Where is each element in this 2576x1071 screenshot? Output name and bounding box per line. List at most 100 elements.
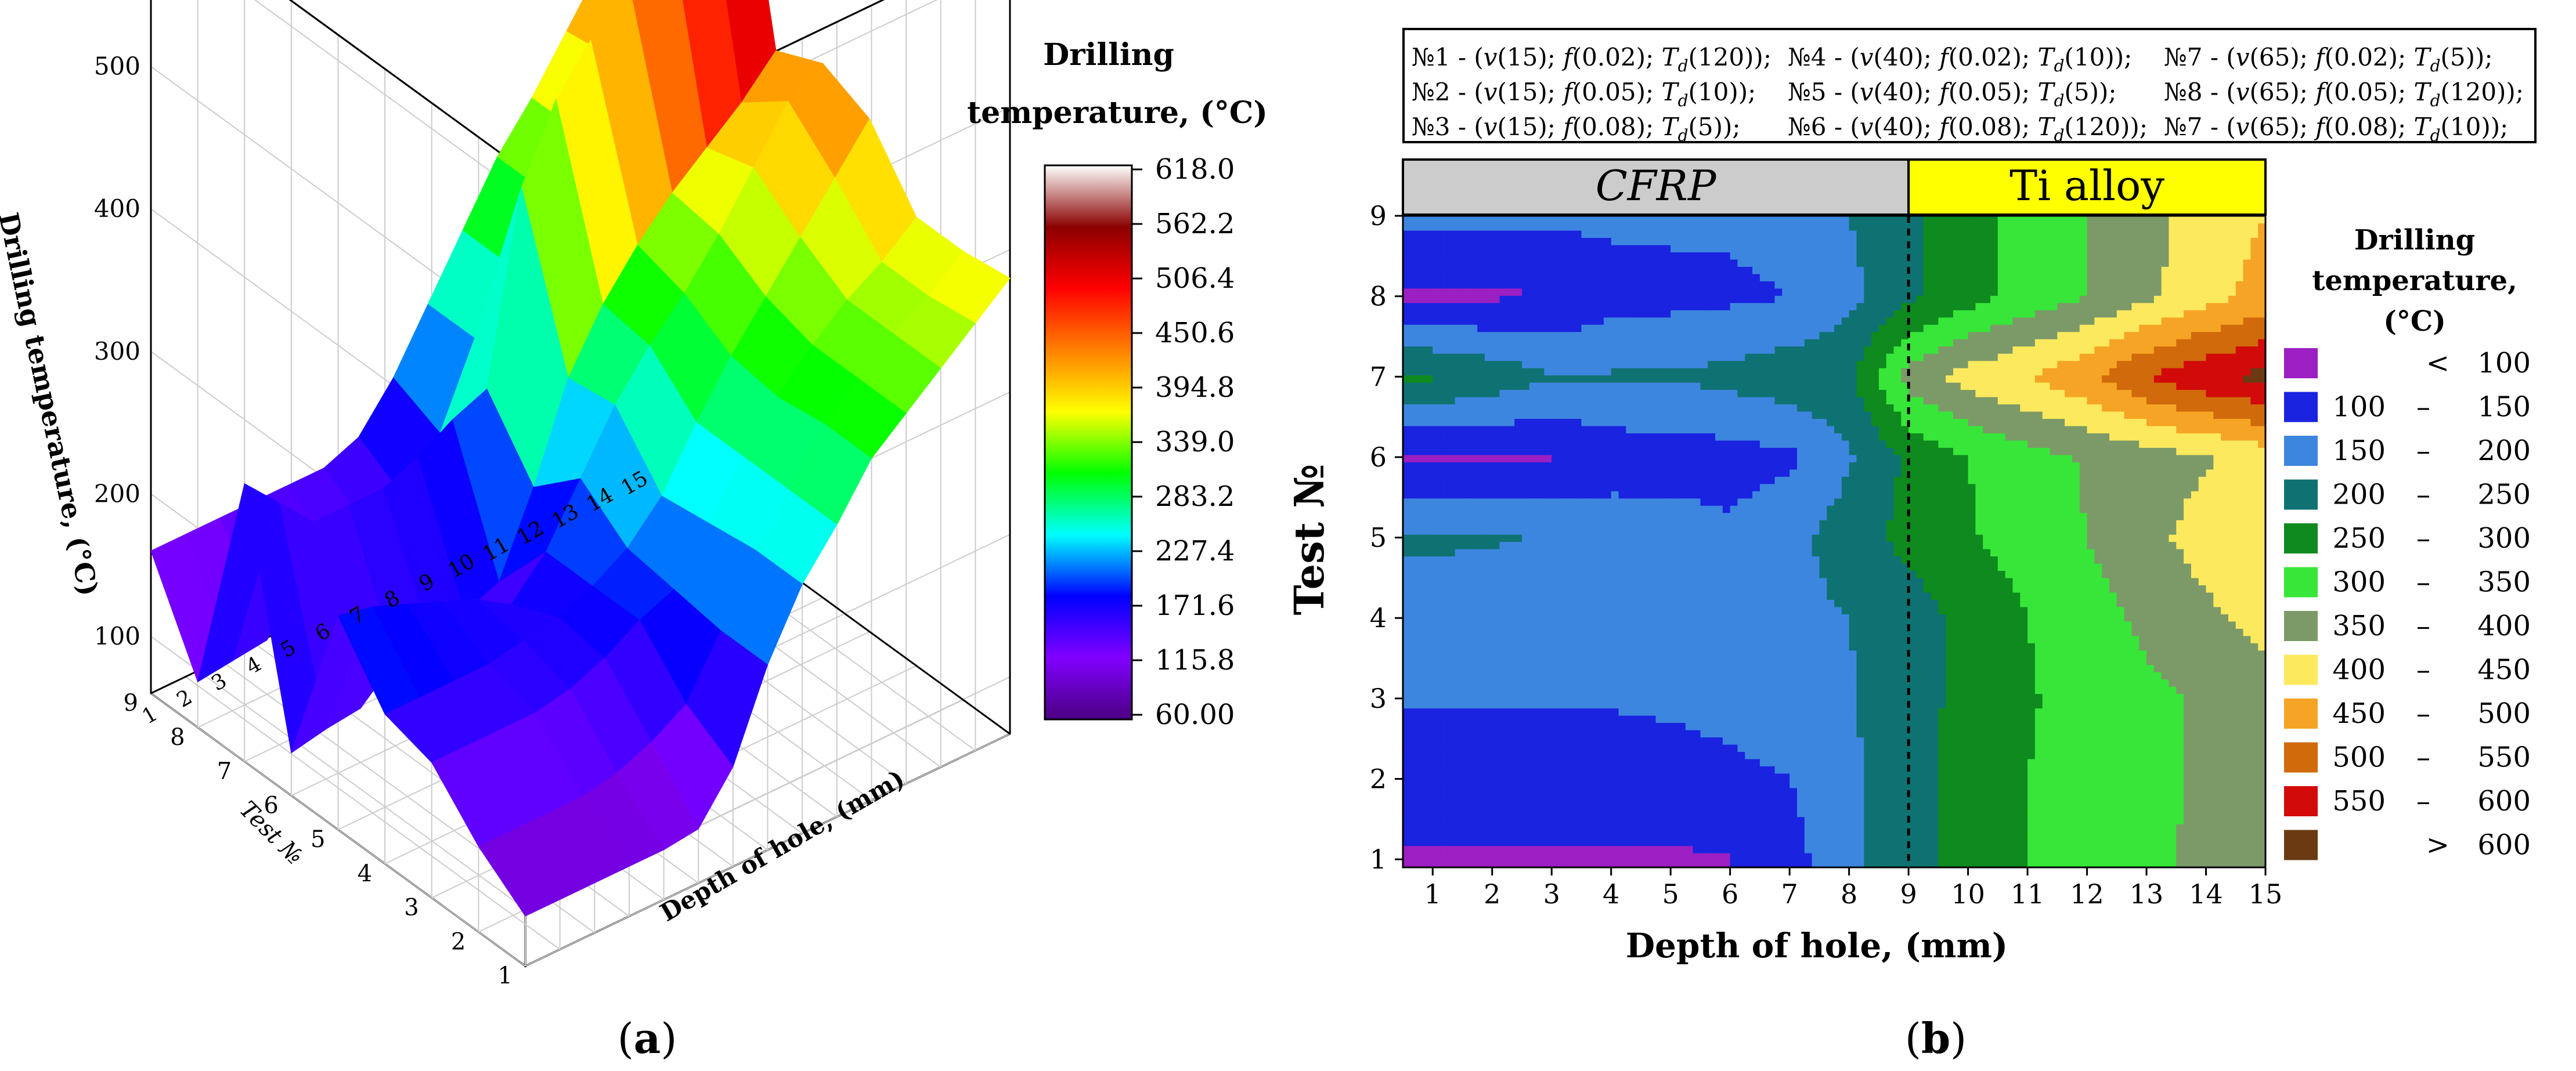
contour-cell (1759, 795, 1768, 803)
contour-cell (1640, 845, 1649, 853)
contour-cell (2191, 737, 2199, 745)
contour-cell (1700, 802, 1708, 810)
contour-cell (1529, 809, 1538, 817)
contour-cell (1730, 701, 1738, 709)
contour-cell (2020, 816, 2028, 824)
contour-cell (1759, 816, 1768, 824)
contour-cell (2087, 838, 2095, 846)
contour-cell (1433, 715, 1441, 723)
contour-cell (1700, 628, 1708, 636)
contour-cell (1492, 780, 1500, 788)
contour-cell (1715, 628, 1723, 636)
contour-cell (2198, 614, 2207, 622)
contour-cell (2034, 758, 2043, 766)
contour-cell (1640, 737, 1649, 745)
contour-cell (1737, 650, 1745, 658)
contour-cell (1596, 780, 1604, 788)
contour-cell (1440, 599, 1448, 607)
contour-cell (1886, 853, 1895, 861)
contour-cell (1633, 599, 1641, 607)
contour-cell (1953, 592, 1961, 600)
contour-cell (2191, 686, 2199, 694)
contour-cell (1878, 672, 1887, 680)
contour-cell (1559, 751, 1567, 759)
test-legend-part: T (2414, 43, 2432, 71)
contour-cell (2228, 773, 2236, 781)
test-legend-part: v (1484, 78, 1498, 106)
contour-cell (2079, 592, 2088, 600)
contour-cell (1403, 766, 1411, 774)
contour-cell (2213, 715, 2221, 723)
contour-cell (1849, 766, 1857, 774)
contour-cell (1923, 635, 1932, 643)
contour-cell (1774, 614, 1783, 622)
contour-cell (1938, 657, 1946, 665)
contour-cell (1603, 787, 1612, 795)
contour-cell (1790, 672, 1798, 680)
contour-cell (2034, 621, 2043, 629)
contour-cell (2198, 860, 2207, 867)
contour-cell (2198, 585, 2207, 593)
contour-cell (1514, 585, 1522, 593)
contour-cell (1470, 787, 1478, 795)
contour-cell (1700, 729, 1708, 737)
contour-cell (1796, 751, 1805, 759)
contour-cell (1715, 860, 1723, 867)
contour-cell (1722, 708, 1731, 716)
contour-cell (1819, 845, 1827, 853)
contour-cell (1648, 809, 1657, 817)
contour-cell (1886, 628, 1895, 636)
contour-cell (2020, 693, 2028, 701)
contour-cell (2221, 787, 2229, 795)
contour-cell (2057, 737, 2065, 745)
contour-cell (2057, 708, 2065, 716)
contour-cell (1960, 773, 1969, 781)
contour-cell (1997, 809, 2006, 817)
contour-cell (1796, 599, 1805, 607)
contour-cell (2198, 787, 2207, 795)
contour-cell (1544, 853, 1552, 861)
contour-cell (2250, 744, 2258, 752)
contour-cell (1447, 635, 1456, 643)
contour-cell (1871, 729, 1879, 737)
contour-cell (1611, 657, 1619, 665)
contour-cell (2034, 838, 2043, 846)
contour-cell (2072, 635, 2080, 643)
contour-cell (2124, 780, 2133, 788)
contour-cell (1440, 577, 1448, 585)
contour-cell (1931, 809, 1939, 817)
contour-cell (2153, 585, 2162, 593)
contour-cell (1648, 715, 1657, 723)
contour-cell (2235, 686, 2244, 694)
contour-cell (1559, 816, 1567, 824)
contour-cell (1648, 708, 1657, 716)
contour-cell (2087, 672, 2095, 680)
contour-cell (1477, 831, 1485, 839)
contour-cell (1745, 679, 1753, 687)
contour-cell (2250, 780, 2258, 788)
contour-cell (2161, 787, 2170, 795)
contour-cell (1521, 701, 1530, 709)
contour-cell (2109, 744, 2117, 752)
contour-cell (2020, 795, 2028, 803)
contour-cell (1796, 715, 1805, 723)
contour-cell (1752, 592, 1760, 600)
contour-cell (1871, 679, 1879, 687)
contour-cell (1536, 628, 1545, 636)
contour-cell (2094, 737, 2102, 745)
contour-cell (1552, 773, 1560, 781)
contour-cell (1774, 679, 1783, 687)
contour-cell (2079, 816, 2088, 824)
contour-cell (2161, 693, 2170, 701)
contour-cell (1425, 737, 1433, 745)
contour-cell (2050, 628, 2058, 636)
contour-cell (1864, 643, 1872, 651)
contour-cell (1589, 729, 1597, 737)
contour-cell (1737, 766, 1745, 774)
contour-cell (1514, 592, 1522, 600)
contour-cell (2243, 599, 2251, 607)
contour-cell (1640, 592, 1649, 600)
contour-cell (1433, 766, 1441, 774)
contour-cell (2124, 686, 2133, 694)
contour-cell (2124, 729, 2133, 737)
